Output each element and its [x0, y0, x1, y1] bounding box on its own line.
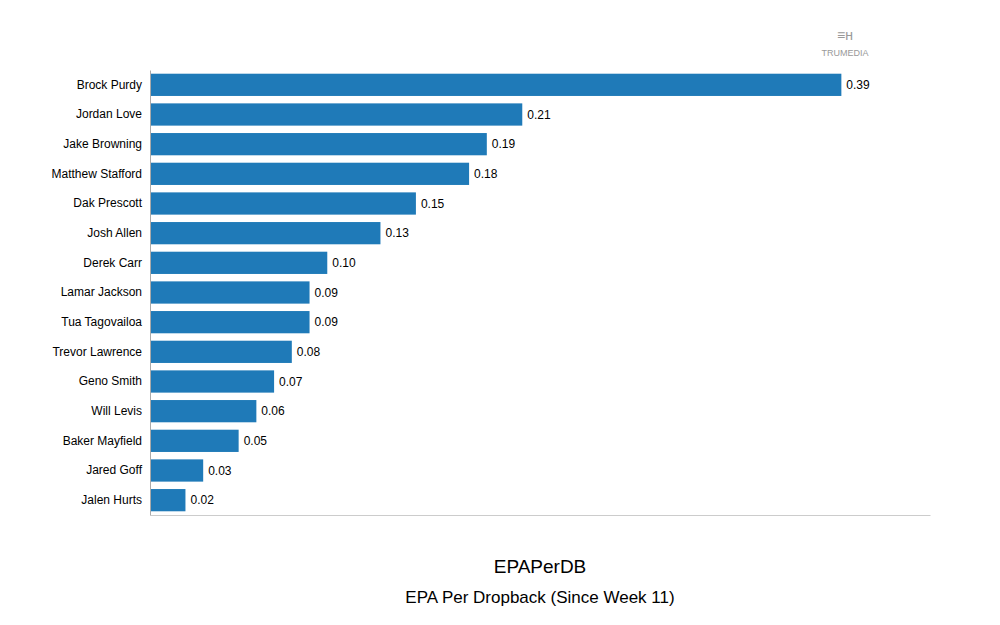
y-tick-label: Baker Mayfield [63, 434, 142, 448]
bar [150, 281, 310, 303]
y-tick: Brock Purdy [77, 78, 142, 92]
x-axis-line [151, 515, 931, 516]
bar [150, 252, 327, 274]
subtitle: EPA Per Dropback (Since Week 11) [405, 588, 674, 607]
bar [150, 400, 256, 422]
data-label: 0.03 [208, 464, 232, 478]
data-label: 0.09 [315, 315, 339, 329]
y-axis: Brock Purdy Jordan Love Jake Browning Matth… [52, 71, 151, 516]
data-label: 0.39 [846, 78, 870, 92]
bar [150, 370, 274, 392]
y-tick-label: Dak Prescott [73, 196, 142, 210]
y-tick: Josh Allen [87, 226, 142, 240]
y-tick: Baker Mayfield [63, 434, 142, 448]
bar [150, 222, 380, 244]
bar [150, 74, 841, 96]
plot-area: Brock Purdy Jordan Love Jake Browning Matth… [52, 71, 931, 516]
chart-svg: Brock Purdy Jordan Love Jake Browning Matth… [0, 0, 1000, 625]
chart-container: Brock Purdy Jordan Love Jake Browning Matth… [0, 0, 1000, 625]
data-label: 0.02 [190, 493, 214, 507]
bar [150, 459, 203, 481]
data-label: 0.08 [297, 345, 321, 359]
y-tick-label: Josh Allen [87, 226, 142, 240]
watermark-text: TRUMEDIA [822, 48, 869, 58]
bar [150, 311, 310, 333]
data-label: 0.15 [421, 197, 445, 211]
data-label: 0.09 [315, 286, 339, 300]
y-tick-label: Will Levis [91, 404, 142, 418]
bars [150, 74, 841, 512]
y-axis-line [150, 71, 151, 516]
watermark-icon: ≡ʜ [837, 27, 853, 43]
data-label: 0.07 [279, 375, 303, 389]
y-tick-label: Tua Tagovailoa [61, 315, 142, 329]
bar [150, 430, 239, 452]
y-tick-label: Matthew Stafford [52, 167, 143, 181]
y-tick-label: Geno Smith [79, 374, 142, 388]
y-tick-label: Jared Goff [86, 463, 142, 477]
y-tick-label: Trevor Lawrence [52, 345, 142, 359]
data-label: 0.06 [261, 404, 285, 418]
y-tick: Lamar Jackson [61, 285, 142, 299]
y-tick: Dak Prescott [73, 196, 142, 210]
y-tick: Matthew Stafford [52, 167, 143, 181]
x-axis [151, 515, 931, 516]
y-tick-label: Lamar Jackson [61, 285, 142, 299]
bar [150, 133, 487, 155]
data-label: 0.18 [474, 167, 498, 181]
y-tick-label: Jake Browning [63, 137, 142, 151]
title: EPAPerDB [494, 556, 587, 577]
y-tick-label: Derek Carr [83, 256, 142, 270]
bar [150, 489, 185, 511]
y-tick-label: Jordan Love [76, 107, 142, 121]
y-tick: Geno Smith [79, 374, 142, 388]
y-tick-label: Brock Purdy [77, 78, 142, 92]
data-label: 0.21 [527, 108, 551, 122]
data-label: 0.19 [492, 137, 516, 151]
bar [150, 192, 416, 214]
y-tick: Trevor Lawrence [52, 345, 142, 359]
bar [150, 103, 522, 125]
y-tick: Jared Goff [86, 463, 142, 477]
y-tick-label: Jalen Hurts [81, 493, 142, 507]
bar [150, 341, 292, 363]
data-labels: 0.39 0.21 0.19 0.18 0.15 0.13 0.10 0.09 0.09 0.08… [190, 78, 870, 507]
data-label: 0.05 [244, 434, 268, 448]
y-tick: Will Levis [91, 404, 142, 418]
y-tick: Derek Carr [83, 256, 142, 270]
y-tick: Jake Browning [63, 137, 142, 151]
y-tick: Tua Tagovailoa [61, 315, 142, 329]
data-label: 0.10 [332, 256, 356, 270]
y-tick: Jordan Love [76, 107, 142, 121]
bar [150, 163, 469, 185]
data-label: 0.13 [385, 226, 409, 240]
y-tick: Jalen Hurts [81, 493, 142, 507]
